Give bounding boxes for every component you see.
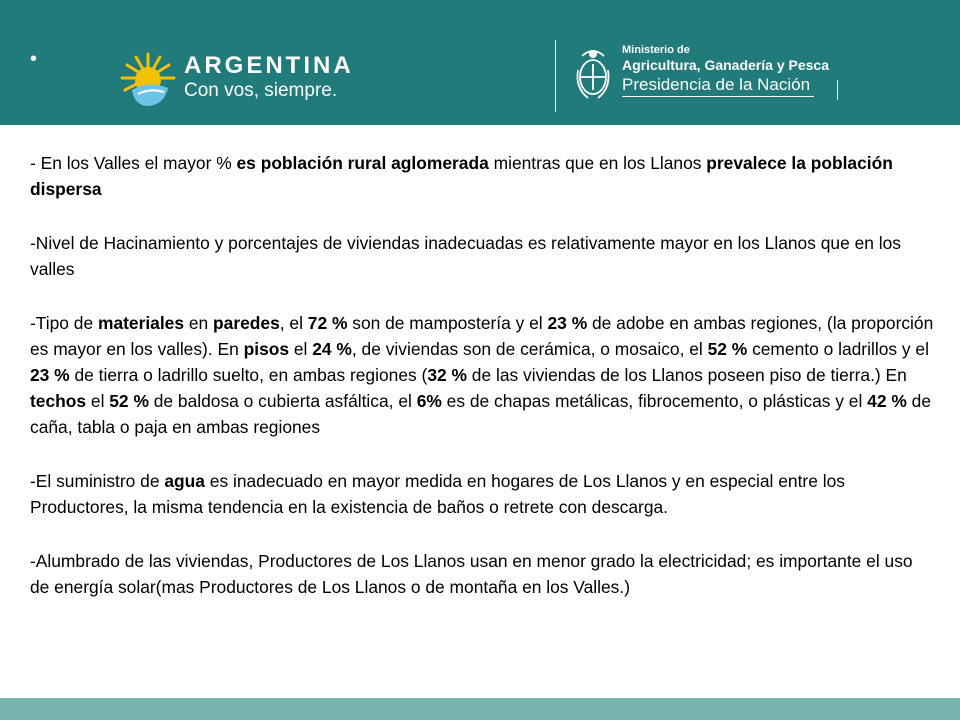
text-run: , de viviendas son de cerámica, o mosaic… [351, 339, 708, 359]
text-run-bold: paredes [213, 313, 280, 333]
text-run: de baldosa o cubierta asfáltica, el [148, 391, 417, 411]
slide-body: - En los Valles el mayor % es población … [30, 150, 935, 628]
ministry-line-3: Presidencia de la Nación [622, 74, 815, 97]
text-run: es de chapas metálicas, fibrocemento, o … [441, 391, 868, 411]
text-run-bold: materiales [97, 313, 185, 333]
text-run-bold: 32 % [427, 365, 467, 385]
text-run-bold: es población rural aglomerada [236, 153, 489, 173]
text-run: -Alumbrado de las viviendas, Productores… [30, 551, 913, 597]
text-run: en [184, 313, 214, 333]
text-run: de adobe en ambas regiones, (la proporci… [30, 313, 934, 359]
text-run: de tierra o ladrillo suelto, en ambas re… [69, 365, 428, 385]
sun-icon [120, 52, 176, 106]
national-seal-icon [576, 50, 610, 99]
argentina-wordmark: ARGENTINA [184, 52, 354, 79]
text-run: es inadecuado en mayor medida en hogares… [30, 471, 845, 517]
text-run: el [289, 339, 313, 359]
text-run: , el [279, 313, 308, 333]
text-run-bold: pisos [243, 339, 290, 359]
text-run: - En los Valles el mayor % [30, 153, 237, 173]
header-band: • ARGENTINA Con vos, siempre. [0, 0, 960, 125]
text-run: de las viviendas de los Llanos poseen pi… [466, 365, 907, 385]
text-run-bold: 6% [416, 391, 442, 411]
logo-divider [555, 40, 556, 112]
text-run: -El suministro de [30, 471, 165, 491]
text-run-bold: 24 % [312, 339, 352, 359]
argentina-logo: ARGENTINA Con vos, siempre. [118, 46, 351, 116]
paragraph-hacinamiento: -Nivel de Hacinamiento y porcentajes de … [30, 230, 935, 282]
paragraph-agua: -El suministro de agua es inadecuado en … [30, 468, 935, 520]
text-run-bold: agua [164, 471, 205, 491]
text-run-bold: 72 % [307, 313, 348, 333]
text-run: de caña, tabla o paja en ambas regiones [30, 391, 931, 437]
text-run-bold: 23 % [547, 313, 588, 333]
text-run-bold: 52 % [707, 339, 748, 359]
text-run-bold: 52 % [109, 391, 149, 411]
text-run-bold: 23 % [30, 365, 70, 385]
footer-band [0, 698, 960, 720]
text-run: el [86, 391, 110, 411]
text-run: -Nivel de Hacinamiento y porcentajes de … [30, 233, 901, 279]
ministry-line-1: Ministerio de [622, 44, 690, 56]
paragraph-materiales: -Tipo de materiales en paredes, el 72 % … [30, 310, 935, 440]
text-run: cemento o ladrillos y el [747, 339, 929, 359]
text-run: son de mampostería y el [347, 313, 548, 333]
bullet-marker: • [30, 48, 38, 70]
ministry-logo: Ministerio de Agricultura, Ganadería y P… [622, 44, 829, 97]
argentina-slogan: Con vos, siempre. [184, 80, 338, 101]
text-run-bold: techos [30, 391, 87, 411]
text-run-bold: 42 % [867, 391, 907, 411]
text-run-bold: prevalece la población dispersa [30, 153, 893, 199]
paragraph-poblacion: - En los Valles el mayor % es población … [30, 150, 935, 202]
text-run: mientras que en los Llanos [488, 153, 707, 173]
text-run: -Tipo de [30, 313, 98, 333]
ministry-bracket [837, 80, 838, 100]
ministry-line-2: Agricultura, Ganadería y Pesca [622, 57, 829, 73]
paragraph-alumbrado: -Alumbrado de las viviendas, Productores… [30, 548, 935, 600]
